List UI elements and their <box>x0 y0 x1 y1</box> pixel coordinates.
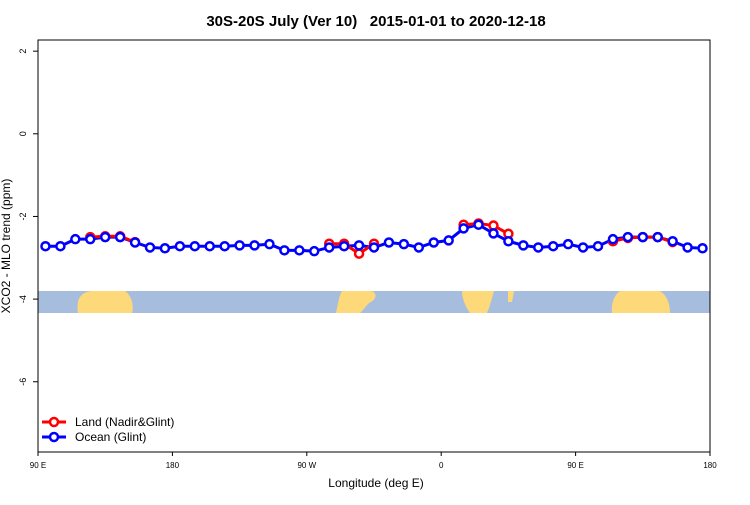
legend-label: Land (Nadir&Glint) <box>75 415 174 429</box>
data-point <box>667 235 678 247</box>
data-point <box>309 245 320 257</box>
series-line <box>90 221 674 256</box>
data-point <box>144 242 156 253</box>
y-tick-label: 2 <box>18 49 28 54</box>
y-tick-label: -6 <box>18 378 28 386</box>
data-point <box>55 240 66 252</box>
data-point <box>428 237 439 248</box>
data-point <box>368 242 380 253</box>
data-point <box>443 235 454 246</box>
data-point <box>622 231 634 243</box>
x-tick-label: 90 W <box>297 461 316 470</box>
data-point <box>338 240 350 252</box>
data-point <box>473 219 484 230</box>
data-point <box>353 248 365 259</box>
data-point <box>518 240 529 251</box>
x-tick-label: 0 <box>439 461 444 470</box>
data-point <box>70 233 81 245</box>
y-axis-label: XCO2 - MLO trend (ppm) <box>0 179 13 314</box>
data-point <box>353 240 365 251</box>
data-point <box>114 231 126 243</box>
data-point <box>279 245 290 256</box>
data-point <box>398 238 410 250</box>
x-tick-label: 180 <box>166 461 180 470</box>
x-tick-label: 180 <box>703 461 717 470</box>
data-point <box>294 245 305 256</box>
data-point <box>547 240 559 252</box>
x-axis-label: Longitude (deg E) <box>328 476 423 490</box>
data-point <box>458 223 469 234</box>
data-point <box>174 240 186 252</box>
x-tick-label: 90 E <box>30 461 46 470</box>
data-point <box>488 228 499 239</box>
data-point <box>637 231 649 243</box>
data-point <box>383 237 395 248</box>
legend: Land (Nadir&Glint)Ocean (Glint) <box>42 415 174 444</box>
data-point <box>189 240 201 252</box>
data-point <box>323 242 335 253</box>
data-point <box>85 233 96 245</box>
data-point <box>249 240 260 251</box>
data-point <box>264 238 275 250</box>
data-point <box>129 237 141 248</box>
data-point <box>577 242 589 253</box>
data-point <box>652 231 663 243</box>
data-point <box>562 238 574 250</box>
y-tick-label: -4 <box>18 295 28 303</box>
y-tick-label: 0 <box>18 131 28 136</box>
legend-marker <box>48 431 60 443</box>
data-point <box>592 240 604 252</box>
data-point <box>413 242 425 253</box>
chart-title: 30S-20S July (Ver 10) 2015-01-01 to 2020… <box>206 13 545 30</box>
data-point <box>159 243 171 254</box>
plot-frame <box>37 39 711 453</box>
data-point <box>503 235 514 247</box>
data-point <box>219 240 230 252</box>
data-point <box>40 240 51 252</box>
data-point <box>204 240 215 252</box>
data-point <box>607 233 619 245</box>
legend-label: Ocean (Glint) <box>75 430 146 444</box>
y-tick-label: -2 <box>18 212 28 220</box>
data-point <box>533 242 544 253</box>
map-strip <box>38 291 710 313</box>
legend-marker <box>48 416 60 428</box>
data-point <box>697 243 708 254</box>
data-point <box>682 242 693 253</box>
data-point <box>99 231 111 243</box>
data-point <box>234 240 245 251</box>
x-tick-label: 90 E <box>567 461 583 470</box>
